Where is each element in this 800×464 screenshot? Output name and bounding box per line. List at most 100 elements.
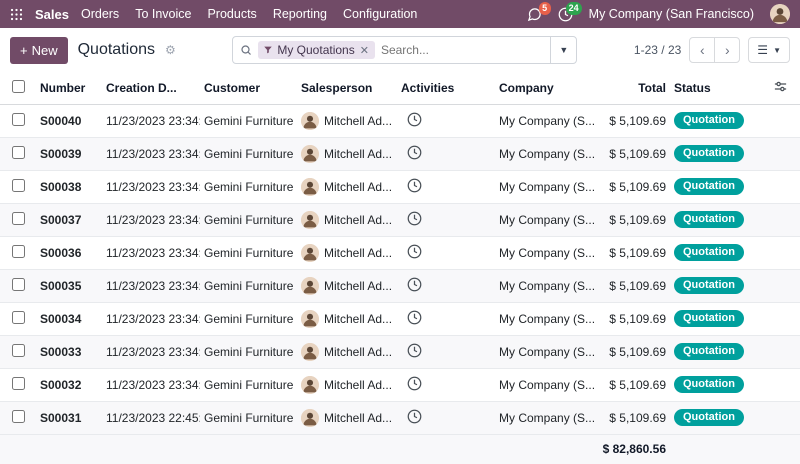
column-header-salesperson[interactable]: Salesperson — [297, 72, 397, 105]
optional-columns-icon[interactable] — [773, 79, 788, 94]
salesperson-avatar — [301, 210, 319, 229]
row-checkbox[interactable] — [11, 178, 25, 192]
company-cell: My Company (S... — [495, 302, 594, 336]
new-button[interactable]: + New — [10, 36, 68, 64]
row-checkbox[interactable] — [11, 277, 25, 291]
schedule-activity-clock-icon[interactable] — [407, 409, 422, 424]
table-row[interactable]: S00033 11/23/2023 23:34:0 Gemini Furnitu… — [0, 335, 800, 369]
table-row[interactable]: S00036 11/23/2023 23:34:0 Gemini Furnitu… — [0, 236, 800, 270]
app-name[interactable]: Sales — [35, 6, 69, 22]
salesperson-avatar — [301, 375, 319, 394]
salesperson-avatar — [301, 144, 319, 163]
view-settings-gear-icon[interactable]: ⚙ — [165, 43, 176, 57]
schedule-activity-clock-icon[interactable] — [407, 244, 422, 259]
schedule-activity-clock-icon[interactable] — [407, 277, 422, 292]
salesperson-avatar — [301, 177, 319, 196]
table-row[interactable]: S00032 11/23/2023 23:34:0 Gemini Furnitu… — [0, 368, 800, 402]
company-cell: My Company (S... — [495, 170, 594, 204]
total-amount: $ 5,109.69 — [594, 203, 670, 237]
schedule-activity-clock-icon[interactable] — [407, 145, 422, 160]
creation-date: 11/23/2023 23:34:1 — [102, 170, 200, 204]
search-bar[interactable]: My Quotations ✕ ▼ — [232, 36, 578, 64]
customer-name: Gemini Furniture — [200, 269, 297, 303]
column-header-creation-date[interactable]: Creation D... — [102, 72, 200, 105]
quotation-number: S00040 — [36, 104, 102, 138]
activities-icon[interactable]: 24 — [558, 1, 582, 22]
total-amount: $ 5,109.69 — [594, 137, 670, 171]
menu-item[interactable]: Orders — [80, 7, 120, 21]
company-switcher[interactable]: My Company (San Francisco) — [588, 7, 754, 21]
status-badge: Quotation — [674, 409, 744, 426]
chat-bubble-icon — [527, 7, 541, 21]
table-row[interactable]: S00031 11/23/2023 22:45:4 Gemini Furnitu… — [0, 401, 800, 435]
company-cell: My Company (S... — [495, 335, 594, 369]
row-checkbox[interactable] — [11, 244, 25, 258]
company-cell: My Company (S... — [495, 368, 594, 402]
menu-item[interactable]: Configuration — [343, 7, 418, 21]
menu-item[interactable]: To Invoice — [135, 7, 192, 21]
table-row[interactable]: S00035 11/23/2023 23:34:0 Gemini Furnitu… — [0, 269, 800, 303]
row-checkbox[interactable] — [11, 211, 25, 225]
creation-date: 11/23/2023 23:34:0 — [102, 269, 200, 303]
messages-icon[interactable]: 5 — [527, 1, 551, 22]
status-badge: Quotation — [674, 145, 744, 162]
customer-name: Gemini Furniture — [200, 368, 297, 402]
table-row[interactable]: S00037 11/23/2023 23:34:0 Gemini Furnitu… — [0, 203, 800, 237]
row-checkbox[interactable] — [11, 343, 25, 357]
column-header-number[interactable]: Number — [36, 72, 102, 105]
column-header-customer[interactable]: Customer — [200, 72, 297, 105]
column-header-total[interactable]: Total — [594, 72, 670, 105]
pager-previous-button[interactable]: ‹ — [689, 37, 716, 63]
table-row[interactable]: S00040 11/23/2023 23:34:1 Gemini Furnitu… — [0, 104, 800, 138]
view-switcher-button[interactable]: ☰ ▼ — [748, 37, 790, 63]
schedule-activity-clock-icon[interactable] — [407, 343, 422, 358]
schedule-activity-clock-icon[interactable] — [407, 178, 422, 193]
search-icon — [241, 45, 252, 55]
row-checkbox[interactable] — [11, 376, 25, 390]
total-amount: $ 5,109.69 — [594, 368, 670, 402]
customer-name: Gemini Furniture — [200, 104, 297, 138]
company-cell: My Company (S... — [495, 104, 594, 138]
salesperson-name: Mitchell Ad... — [324, 245, 393, 260]
search-input[interactable] — [380, 43, 545, 57]
quotation-number: S00036 — [36, 236, 102, 270]
salesperson-name: Mitchell Ad... — [324, 344, 393, 359]
select-all-checkbox[interactable] — [11, 79, 25, 93]
total-amount: $ 5,109.69 — [594, 104, 670, 138]
menu-item[interactable]: Products — [207, 7, 257, 21]
company-cell: My Company (S... — [495, 269, 594, 303]
quotation-table-body: S00040 11/23/2023 23:34:1 Gemini Furnitu… — [0, 104, 800, 435]
schedule-activity-clock-icon[interactable] — [407, 211, 422, 226]
table-row[interactable]: S00038 11/23/2023 23:34:1 Gemini Furnitu… — [0, 170, 800, 204]
quotation-number: S00038 — [36, 170, 102, 204]
column-header-company[interactable]: Company — [495, 72, 594, 105]
search-dropdown-caret-icon[interactable]: ▼ — [550, 37, 576, 63]
schedule-activity-clock-icon[interactable] — [407, 112, 422, 127]
table-row[interactable]: S00039 11/23/2023 23:34:1 Gemini Furnitu… — [0, 137, 800, 171]
schedule-activity-clock-icon[interactable] — [407, 376, 422, 391]
menu-item[interactable]: Reporting — [272, 7, 328, 21]
salesperson-name: Mitchell Ad... — [324, 410, 393, 425]
salesperson-name: Mitchell Ad... — [324, 146, 393, 161]
control-panel: + New Quotations ⚙ My Quotations ✕ ▼ 1-2… — [0, 28, 800, 72]
pager-next-button[interactable]: › — [714, 37, 741, 63]
creation-date: 11/23/2023 23:34:0 — [102, 335, 200, 369]
column-header-status[interactable]: Status — [670, 72, 746, 105]
row-checkbox[interactable] — [11, 310, 25, 324]
status-badge: Quotation — [674, 244, 744, 261]
main-menu: Orders To Invoice Products Reporting Con… — [81, 7, 417, 21]
filter-facet[interactable]: My Quotations ✕ — [258, 41, 375, 59]
facet-remove-icon[interactable]: ✕ — [359, 44, 369, 57]
column-header-activities[interactable]: Activities — [397, 72, 495, 105]
schedule-activity-clock-icon[interactable] — [407, 310, 422, 325]
row-checkbox[interactable] — [11, 112, 25, 126]
table-row[interactable]: S00034 11/23/2023 23:34:0 Gemini Furnitu… — [0, 302, 800, 336]
pager-range[interactable]: 1-23 / 23 — [633, 43, 682, 57]
filter-facet-label: My Quotations — [277, 43, 355, 57]
customer-name: Gemini Furniture — [200, 236, 297, 270]
row-checkbox[interactable] — [11, 409, 25, 423]
salesperson-avatar — [301, 276, 319, 295]
user-avatar[interactable] — [770, 4, 790, 24]
apps-grid-icon[interactable] — [10, 8, 23, 21]
row-checkbox[interactable] — [11, 145, 25, 159]
